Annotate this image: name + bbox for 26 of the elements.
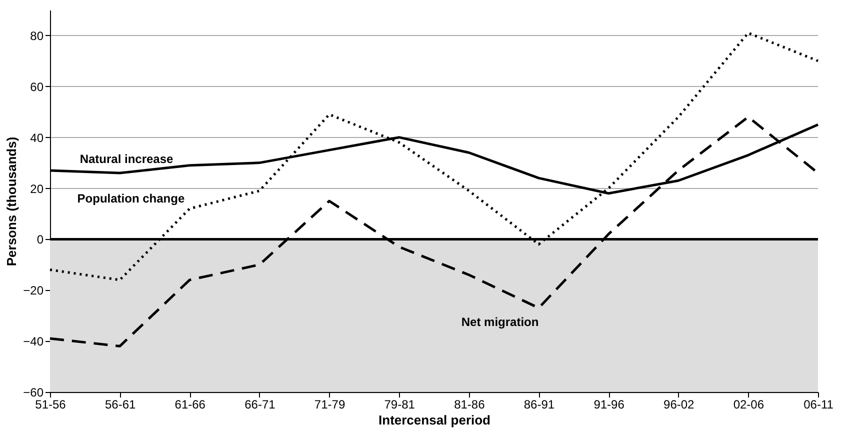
x-tick-label: 79-81 [384,398,416,412]
series-label: Net migration [461,314,539,329]
y-tick-label: −60 [23,386,44,400]
x-tick-label: 91-96 [594,398,625,412]
x-tick-label: 86-91 [524,398,555,412]
x-tick-label: 61-66 [174,398,206,412]
y-tick-label: 60 [30,80,44,94]
series-label: Population change [77,192,185,206]
x-tick-label: 51-56 [35,398,66,412]
x-tick-label: 96-02 [664,398,695,412]
y-tick-label: −20 [23,284,44,298]
x-tick-label: 06-11 [804,398,834,412]
x-tick-label: 02-06 [733,398,764,412]
x-axis-title: Intercensal period [378,412,491,428]
y-tick-label: 40 [30,130,44,145]
series-label: Natural increase [80,152,174,166]
y-tick-label: −40 [23,334,44,349]
x-tick-label: 71-79 [314,398,346,412]
y-axis-title: Persons (thousands) [4,136,20,266]
x-tick-label: 56-61 [104,398,136,412]
y-tick-label: 20 [30,182,44,196]
x-tick-label: 66-71 [244,398,276,412]
y-tick-label: 0 [36,232,44,247]
y-tick-label: 80 [30,28,44,43]
line-series [48,32,820,282]
x-tick-label: 81-86 [454,398,486,412]
